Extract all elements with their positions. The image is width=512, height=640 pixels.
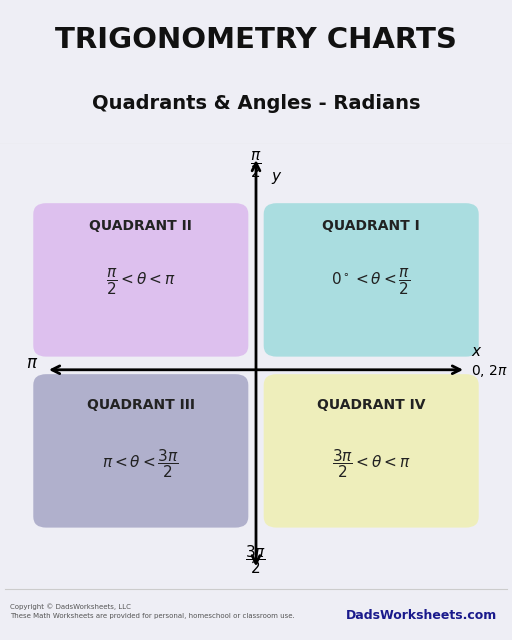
Text: $\dfrac{\pi}{2} < \theta < \pi$: $\dfrac{\pi}{2} < \theta < \pi$ <box>106 268 176 297</box>
FancyBboxPatch shape <box>33 374 248 527</box>
Text: QUADRANT I: QUADRANT I <box>323 218 420 232</box>
Text: Copyright © DadsWorksheets, LLC
These Math Worksheets are provided for personal,: Copyright © DadsWorksheets, LLC These Ma… <box>10 604 295 619</box>
Text: $\dfrac{\pi}{2}$: $\dfrac{\pi}{2}$ <box>250 150 262 180</box>
Text: QUADRANT II: QUADRANT II <box>90 218 192 232</box>
Text: DadsWorksheets.com: DadsWorksheets.com <box>346 609 497 622</box>
Text: Quadrants & Angles - Radians: Quadrants & Angles - Radians <box>92 94 420 113</box>
Text: 0, 2$\pi$: 0, 2$\pi$ <box>471 364 508 379</box>
Text: QUADRANT IV: QUADRANT IV <box>317 398 425 412</box>
Text: $y$: $y$ <box>271 170 283 186</box>
Text: $0^\circ < \theta < \dfrac{\pi}{2}$: $0^\circ < \theta < \dfrac{\pi}{2}$ <box>331 268 411 297</box>
Text: $\pi$: $\pi$ <box>26 354 38 372</box>
FancyBboxPatch shape <box>264 203 479 356</box>
FancyBboxPatch shape <box>33 203 248 356</box>
Text: TRIGONOMETRY CHARTS: TRIGONOMETRY CHARTS <box>55 26 457 54</box>
Text: $x$: $x$ <box>471 344 483 359</box>
Text: $\pi < \theta < \dfrac{3\pi}{2}$: $\pi < \theta < \dfrac{3\pi}{2}$ <box>102 447 179 481</box>
Text: $\dfrac{3\pi}{2}$: $\dfrac{3\pi}{2}$ <box>245 543 267 576</box>
FancyBboxPatch shape <box>264 374 479 527</box>
Text: $\dfrac{3\pi}{2} < \theta < \pi$: $\dfrac{3\pi}{2} < \theta < \pi$ <box>332 447 411 481</box>
Text: QUADRANT III: QUADRANT III <box>87 398 195 412</box>
